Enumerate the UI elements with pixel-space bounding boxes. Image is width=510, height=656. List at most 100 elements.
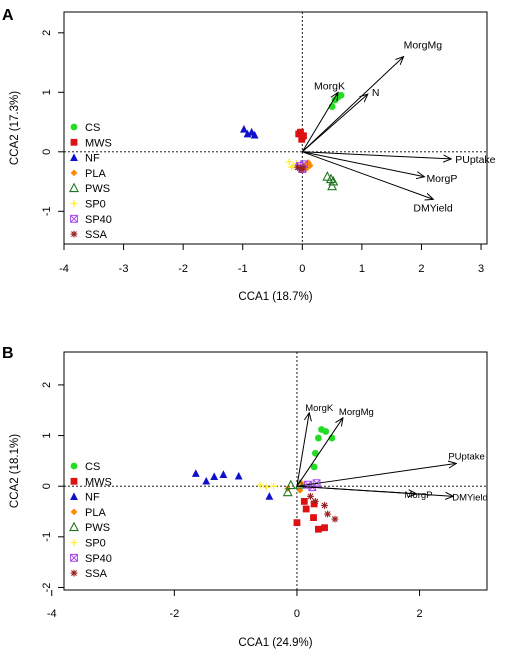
data-point [311,497,319,505]
y-tick-label: -1 [41,532,53,542]
x-tick-label: -2 [178,263,188,275]
plot-frame [63,351,488,591]
y-tick-label: 0 [41,149,53,155]
data-point [327,180,338,191]
panel-letter: B [2,345,14,362]
vector-label: N [372,87,380,99]
data-points [240,91,345,191]
vector-label: DMYield [413,202,452,214]
legend-label: SP0 [85,538,106,550]
data-point [337,91,345,99]
data-point [250,130,259,139]
data-point [302,505,310,513]
legend-label: SP40 [85,553,112,565]
vector-label: DMYield [452,492,488,503]
series-ssa [307,492,339,523]
panel-a: A -4 -3 -2 -1 0 1 2 3 -1 0 1 2 CCA1 (18.7%) CCA2 (17.3… [2,7,496,303]
data-point [315,434,322,442]
data-point [298,135,306,143]
data-point [300,132,307,140]
legend-marker [70,553,78,562]
y-axis-label: CCA2 (17.3%) [9,91,21,165]
legend-label: MWS [85,137,112,149]
data-point [285,479,296,490]
legend-label: MWS [85,476,112,488]
data-point [210,472,219,480]
data-point [300,497,308,505]
vector-label: PUptake [455,154,495,166]
legend-label: SSA [85,229,108,241]
panel-b: B -4 -2 0 2 -2 -1 0 1 2 CCA1 (24.9%) CCA2 (18.1%) Mo… [2,345,488,649]
y-axis-label: CCA2 (18.1%) [9,434,21,508]
x-tick-label: -4 [59,263,69,275]
data-point [306,162,314,169]
y-tick-label: 2 [41,30,53,36]
vector-label: PUptake [448,451,484,462]
series-nf [240,124,259,139]
y-axis: -2 -1 0 1 2 [41,382,64,592]
data-point [299,164,307,172]
series-pws [282,479,306,497]
data-point [191,469,200,477]
vector-arrow [301,92,338,153]
data-point [262,483,270,491]
data-point [202,476,211,485]
panel-letter: A [2,7,14,24]
series-mws [293,497,328,533]
series-nf [191,469,274,500]
data-point [240,124,248,133]
legend-marker [70,123,78,131]
vector-arrow [301,57,403,153]
legend-marker [70,138,78,146]
legend-marker [69,521,79,532]
series-sp0 [256,481,278,491]
data-point [234,471,243,480]
legend: CS MWS NF PLA PWS SP0 SP40 SSA [69,122,112,241]
x-axis-label: CCA1 (18.7%) [238,291,312,303]
legend-label: CS [85,461,100,473]
data-point [311,449,319,457]
legend: CS MWS NF PLA PWS SP0 SP40 SSA [69,461,112,580]
legend-label: NF [85,153,100,165]
legend-marker [69,182,79,193]
data-point [297,128,304,136]
legend-label: PWS [85,183,110,195]
legend-label: PWS [85,522,110,534]
data-point [310,463,318,471]
y-tick-label: 1 [41,89,53,95]
vector-label: MorgP [405,490,433,501]
data-point [265,492,274,500]
series-mws [295,128,307,143]
vector-arrow [296,418,343,487]
data-point [324,510,332,518]
plot-frame [63,11,488,245]
legend-marker [70,492,78,500]
legend-marker [70,539,78,546]
legend-marker [70,153,78,161]
data-point [307,492,314,500]
vector-label: MorgP [426,173,457,185]
legend-marker [70,569,78,577]
data-point [294,163,301,171]
x-tick-label: 0 [294,608,300,620]
data-point [270,482,278,490]
x-tick-label: -1 [238,263,248,275]
data-point [256,481,264,489]
legend-label: CS [85,122,100,134]
legend-label: PLA [85,168,106,180]
legend-label: PLA [85,507,106,519]
x-axis-label: CCA1 (24.9%) [238,637,312,649]
vector-arrow [302,151,451,159]
x-tick-label: 2 [417,608,423,620]
data-point [322,171,333,181]
vector-arrow [301,94,368,153]
legend-label: SP40 [85,214,112,226]
legend-label: NF [85,492,100,504]
vector-arrow [302,151,433,200]
biplot-vectors: MorgK MorgMg PUptake MorgP DMYield [296,403,488,503]
legend-marker [70,462,78,470]
data-point [322,428,330,435]
y-axis: -1 0 1 2 [41,30,64,216]
series-pws [322,171,339,191]
